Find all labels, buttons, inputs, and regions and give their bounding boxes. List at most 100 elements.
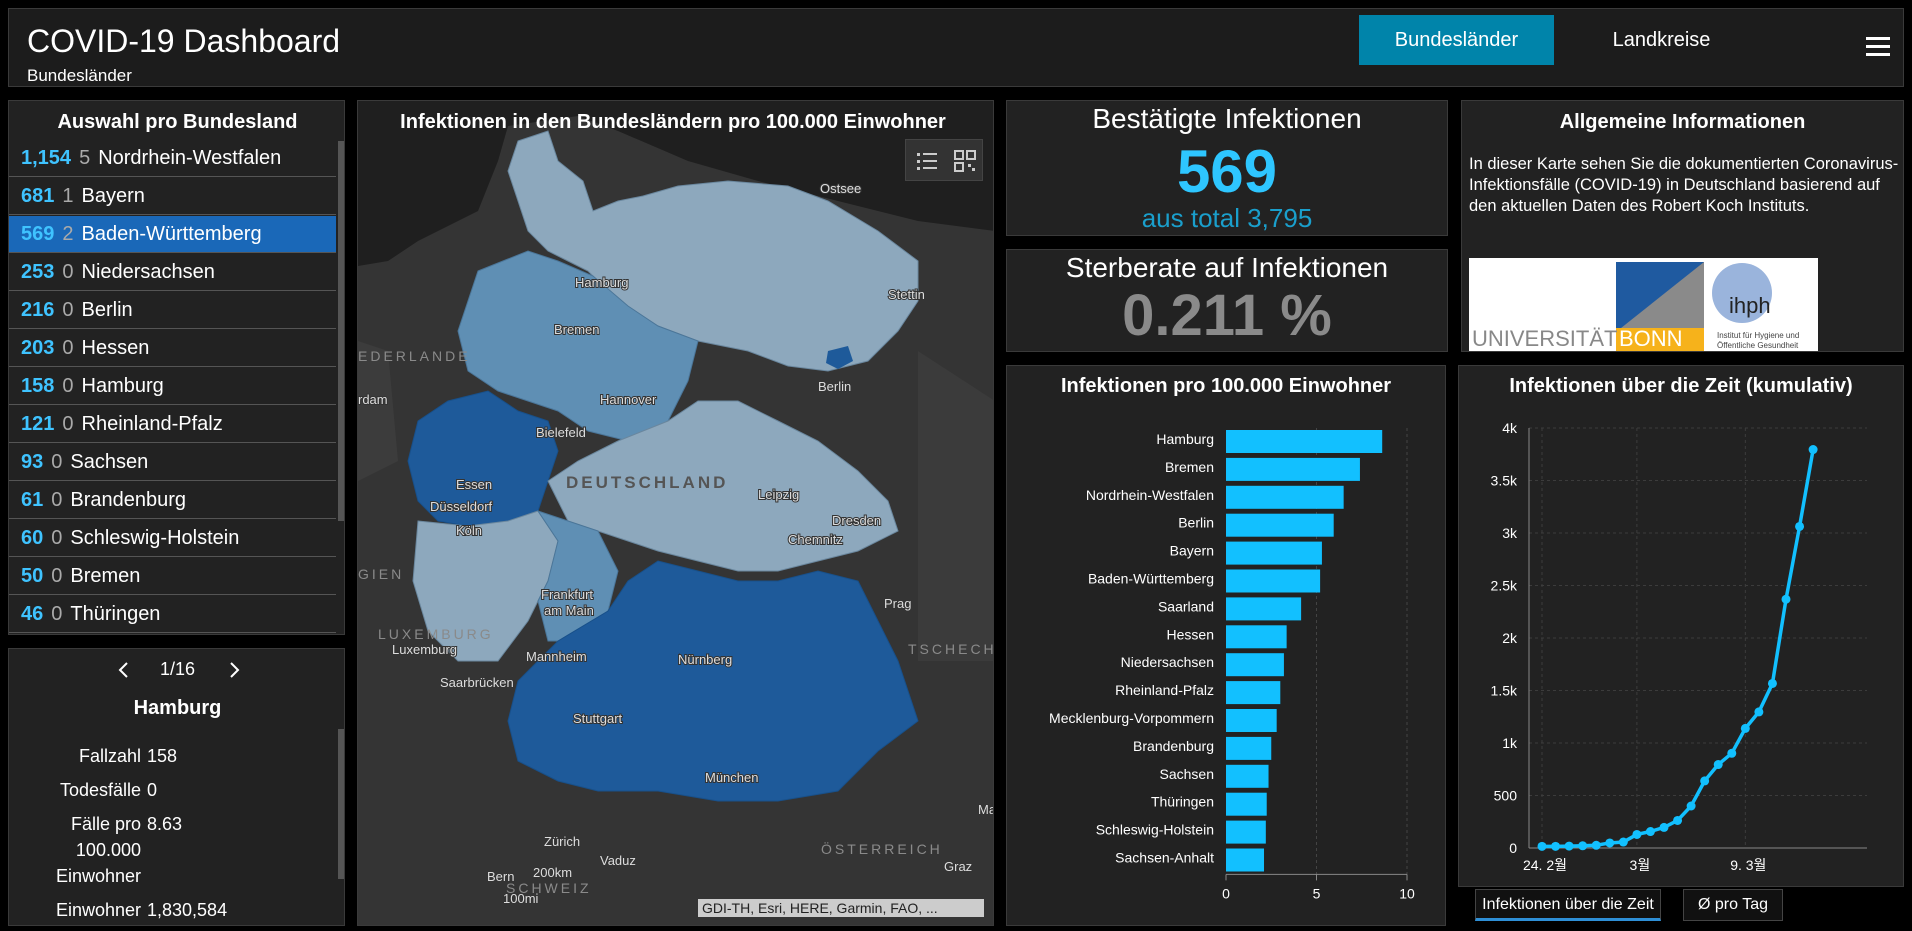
- list-item-name: Sachsen: [70, 451, 149, 473]
- bar[interactable]: [1226, 653, 1284, 677]
- bar[interactable]: [1226, 736, 1272, 760]
- list-item[interactable]: 216 0 Berlin: [9, 292, 336, 329]
- map-label-niederlande: EDERLANDE: [358, 348, 471, 364]
- bar[interactable]: [1226, 625, 1287, 649]
- map-label-zuerich: Zürich: [544, 834, 580, 849]
- line-point[interactable]: [1605, 838, 1615, 848]
- map-label-prag: Prag: [884, 596, 911, 611]
- list-item[interactable]: 121 0 Rheinland-Pfalz: [9, 406, 336, 443]
- bar[interactable]: [1226, 597, 1302, 621]
- line-point[interactable]: [1686, 801, 1696, 811]
- list-item[interactable]: 569 2 Baden-Württemberg: [9, 216, 336, 253]
- bar-category-label: Berlin: [1178, 515, 1214, 531]
- list-item-deaths: 0: [62, 299, 74, 321]
- bar[interactable]: [1226, 792, 1267, 816]
- line-point[interactable]: [1754, 707, 1764, 717]
- line-chart[interactable]: 0 500 1k 1.5k 2k 2.5k 3k 3.5k 4k 24. 2월 3월 9. 3월: [1459, 366, 1903, 884]
- line-point[interactable]: [1713, 760, 1723, 770]
- bar-category-label: Bremen: [1165, 459, 1214, 475]
- line-y-tick: 0: [1509, 840, 1517, 856]
- list-item-name: Niedersachsen: [81, 261, 215, 283]
- list-item-cases: 158: [21, 375, 55, 397]
- bar[interactable]: [1226, 541, 1322, 565]
- list-item-name: Bayern: [81, 185, 145, 207]
- line-point[interactable]: [1727, 748, 1737, 758]
- legend-icon[interactable]: [916, 150, 938, 172]
- line-point[interactable]: [1659, 822, 1669, 832]
- line-point[interactable]: [1564, 841, 1574, 851]
- list-item-deaths: 1: [62, 185, 74, 207]
- bar-chart[interactable]: 0 5 10 Hamburg Bremen Nordrhein-Westfalen Berl…: [1007, 366, 1445, 921]
- bar[interactable]: [1226, 569, 1321, 593]
- list-item[interactable]: 61 0 Brandenburg: [9, 482, 336, 519]
- bar[interactable]: [1226, 848, 1265, 872]
- detail-label-faelle-pro-3: Einwohner: [55, 866, 141, 886]
- line-point[interactable]: [1700, 776, 1710, 786]
- line-point[interactable]: [1795, 521, 1805, 531]
- line-point[interactable]: [1673, 815, 1683, 825]
- germany-map[interactable]: Ostsee Hamburg Stettin Bremen EDERLANDE …: [358, 101, 994, 926]
- map-panel[interactable]: Infektionen in den Bundesländern pro 100…: [357, 100, 994, 926]
- line-point[interactable]: [1537, 841, 1547, 851]
- list-item-deaths: 0: [51, 527, 63, 549]
- line-x-tick: 3월: [1630, 857, 1651, 873]
- list-scrollbar[interactable]: [338, 141, 344, 521]
- bar[interactable]: [1226, 430, 1383, 453]
- line-y-tick: 3k: [1502, 525, 1518, 541]
- list-item[interactable]: 1,154 5 Nordrhein-Westfalen: [9, 140, 336, 177]
- next-icon[interactable]: [229, 662, 241, 678]
- header: COVID-19 Dashboard Bundesländer Bundeslä…: [8, 8, 1904, 87]
- qr-code-icon[interactable]: [954, 150, 976, 172]
- tab-pro-tag[interactable]: Ø pro Tag: [1683, 889, 1783, 921]
- bar[interactable]: [1226, 513, 1334, 537]
- list-item[interactable]: 46 0 Thüringen: [9, 596, 336, 633]
- line-point[interactable]: [1808, 445, 1818, 455]
- line-point[interactable]: [1551, 841, 1561, 851]
- map-label-frankfurt-2: am Main: [544, 603, 594, 618]
- detail-label-einwohner: Einwohner: [55, 900, 141, 920]
- map-label-amsterdam: rdam: [358, 392, 388, 407]
- bar-category-label: Sachsen-Anhalt: [1115, 850, 1214, 866]
- line-point[interactable]: [1781, 594, 1791, 604]
- list-item-name: Hamburg: [81, 375, 164, 397]
- line-point[interactable]: [1645, 827, 1655, 837]
- map-attribution[interactable]: GDI-TH, Esri, HERE, Garmin, FAO, ...: [698, 899, 984, 917]
- detail-scrollbar[interactable]: [338, 729, 344, 879]
- nav-bundeslaender-button[interactable]: Bundesländer: [1359, 15, 1554, 65]
- list-item[interactable]: 158 0 Hamburg: [9, 368, 336, 405]
- line-point[interactable]: [1578, 841, 1588, 851]
- list-item-name: Nordrhein-Westfalen: [98, 147, 282, 169]
- list-item[interactable]: 253 0 Niedersachsen: [9, 254, 336, 291]
- list-item[interactable]: 203 0 Hessen: [9, 330, 336, 367]
- tab-infektionen-zeit[interactable]: Infektionen über die Zeit: [1475, 889, 1661, 921]
- map-label-belgien: GIEN: [358, 566, 404, 582]
- list-item[interactable]: 93 0 Sachsen: [9, 444, 336, 481]
- bar[interactable]: [1226, 820, 1266, 844]
- bar-category-label: Rheinland-Pfalz: [1115, 682, 1214, 698]
- bar[interactable]: [1226, 764, 1269, 788]
- line-point[interactable]: [1618, 837, 1628, 847]
- bar-category-label: Hamburg: [1156, 431, 1214, 447]
- list-item-deaths: 0: [62, 413, 74, 435]
- list-item[interactable]: 50 0 Bremen: [9, 558, 336, 595]
- list-item-deaths: 0: [62, 337, 74, 359]
- line-point[interactable]: [1591, 840, 1601, 850]
- list-item[interactable]: 681 1 Bayern: [9, 178, 336, 215]
- bar-category-label: Hessen: [1167, 626, 1214, 642]
- line-x-tick: 24. 2월: [1523, 857, 1567, 873]
- bar[interactable]: [1226, 709, 1277, 732]
- previous-icon[interactable]: [117, 662, 129, 678]
- line-point[interactable]: [1740, 723, 1750, 733]
- nav-landkreise-button[interactable]: Landkreise: [1612, 29, 1711, 51]
- list-item[interactable]: 60 0 Schleswig-Holstein: [9, 520, 336, 557]
- line-point[interactable]: [1632, 829, 1642, 839]
- line-y-tick: 2k: [1502, 630, 1518, 646]
- list-item-name: Bremen: [70, 565, 141, 587]
- map-label-saarbruecken: Saarbrücken: [440, 675, 514, 690]
- line-point[interactable]: [1767, 678, 1777, 688]
- bar[interactable]: [1226, 681, 1281, 705]
- bar[interactable]: [1226, 485, 1344, 509]
- hamburger-menu-icon[interactable]: [1866, 37, 1890, 57]
- map-label-ma: Ma: [978, 802, 994, 817]
- bar[interactable]: [1226, 457, 1360, 481]
